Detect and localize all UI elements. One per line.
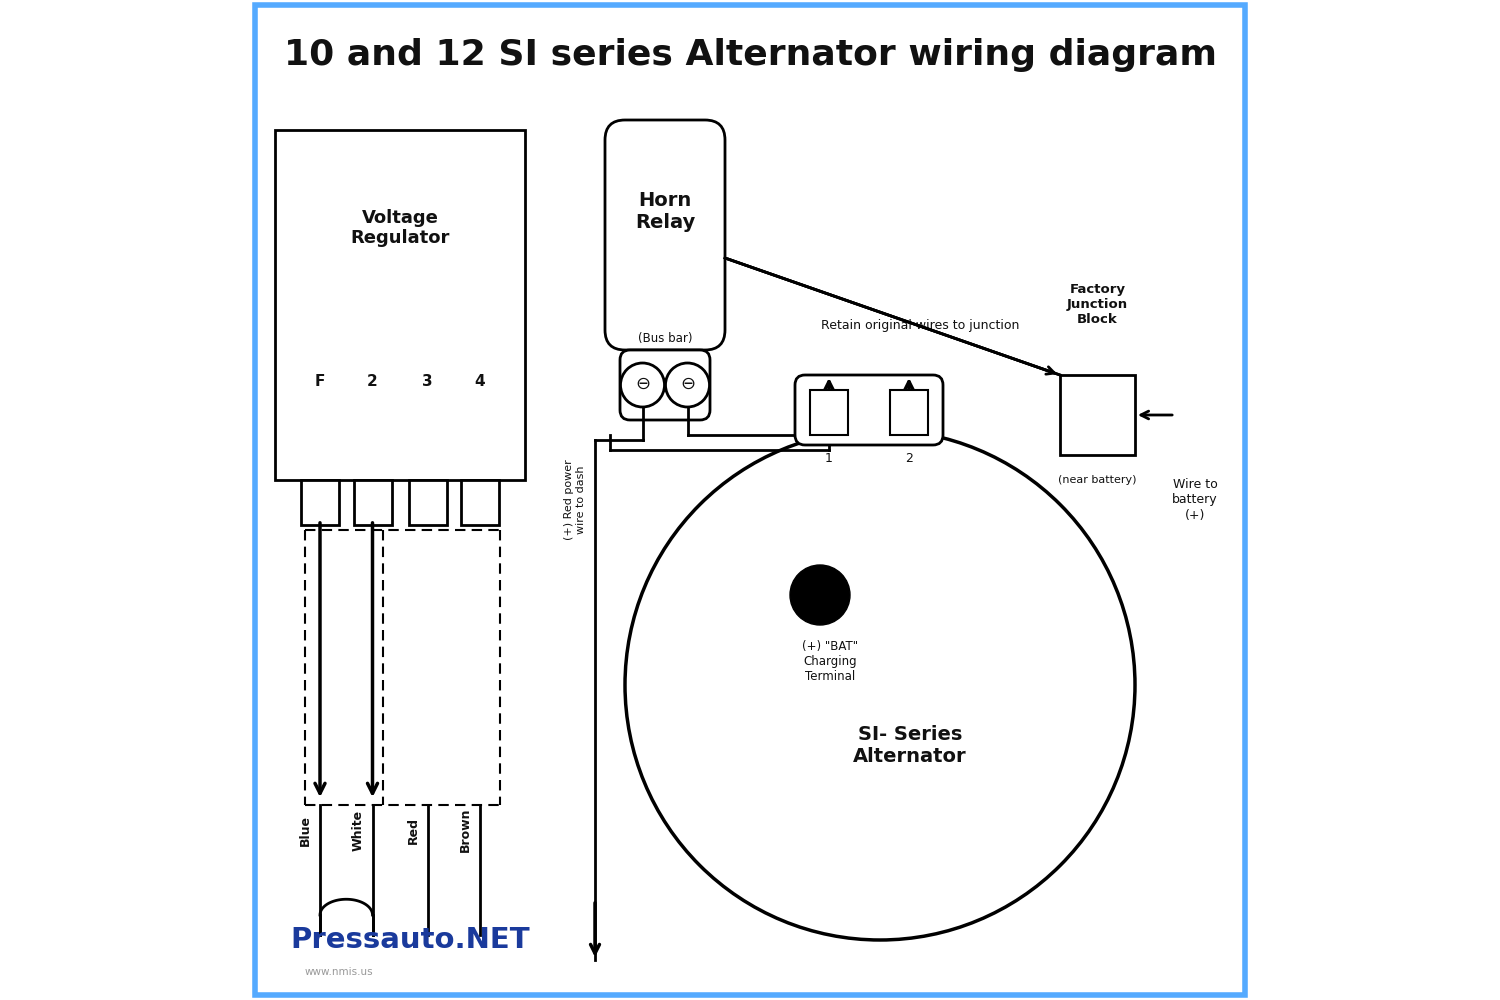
Text: (+) Red power
wire to dash: (+) Red power wire to dash bbox=[564, 460, 586, 540]
Bar bbox=[354, 480, 392, 525]
Bar bbox=[460, 480, 500, 525]
Text: 2: 2 bbox=[904, 452, 914, 464]
FancyBboxPatch shape bbox=[795, 375, 944, 445]
Text: Blue: Blue bbox=[298, 814, 312, 846]
Text: (+) "BAT"
Charging
Terminal: (+) "BAT" Charging Terminal bbox=[802, 640, 858, 683]
Text: 4: 4 bbox=[474, 374, 486, 389]
Text: Pressauto.NET: Pressauto.NET bbox=[290, 926, 530, 954]
Text: Wire to
battery
(+): Wire to battery (+) bbox=[1172, 479, 1218, 522]
Text: 1: 1 bbox=[825, 452, 833, 464]
Text: 10 and 12 SI series Alternator wiring diagram: 10 and 12 SI series Alternator wiring di… bbox=[284, 38, 1216, 72]
Text: 3: 3 bbox=[422, 374, 434, 389]
Text: Voltage
Regulator: Voltage Regulator bbox=[351, 209, 450, 247]
Circle shape bbox=[621, 363, 664, 407]
Bar bbox=[274, 130, 525, 480]
Text: F: F bbox=[315, 374, 326, 389]
Text: ⊖: ⊖ bbox=[634, 375, 650, 393]
Text: Brown: Brown bbox=[459, 808, 472, 852]
Bar bbox=[890, 390, 928, 435]
FancyBboxPatch shape bbox=[604, 120, 724, 350]
Text: Retain original wires to junction: Retain original wires to junction bbox=[821, 318, 1019, 332]
Text: ⊖: ⊖ bbox=[680, 375, 694, 393]
Bar bbox=[408, 480, 447, 525]
Text: Horn
Relay: Horn Relay bbox=[634, 192, 694, 232]
Text: www.nmis.us: www.nmis.us bbox=[304, 967, 374, 977]
Bar bbox=[302, 480, 339, 525]
Bar bbox=[1060, 375, 1136, 455]
Text: (near battery): (near battery) bbox=[1059, 475, 1137, 485]
FancyBboxPatch shape bbox=[620, 350, 710, 420]
Text: SI- Series
Alternator: SI- Series Alternator bbox=[853, 724, 968, 766]
Bar bbox=[810, 390, 847, 435]
Text: (Bus bar): (Bus bar) bbox=[638, 332, 692, 345]
Text: 2: 2 bbox=[368, 374, 378, 389]
Text: Red: Red bbox=[406, 816, 420, 844]
Circle shape bbox=[790, 565, 850, 625]
Circle shape bbox=[626, 430, 1136, 940]
Text: Factory
Junction
Block: Factory Junction Block bbox=[1066, 283, 1128, 326]
Circle shape bbox=[666, 363, 710, 407]
Text: White: White bbox=[351, 809, 364, 851]
